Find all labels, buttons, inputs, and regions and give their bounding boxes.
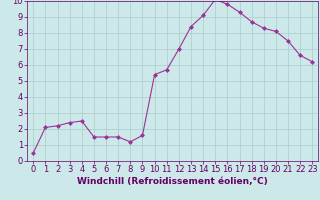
X-axis label: Windchill (Refroidissement éolien,°C): Windchill (Refroidissement éolien,°C) [77,177,268,186]
